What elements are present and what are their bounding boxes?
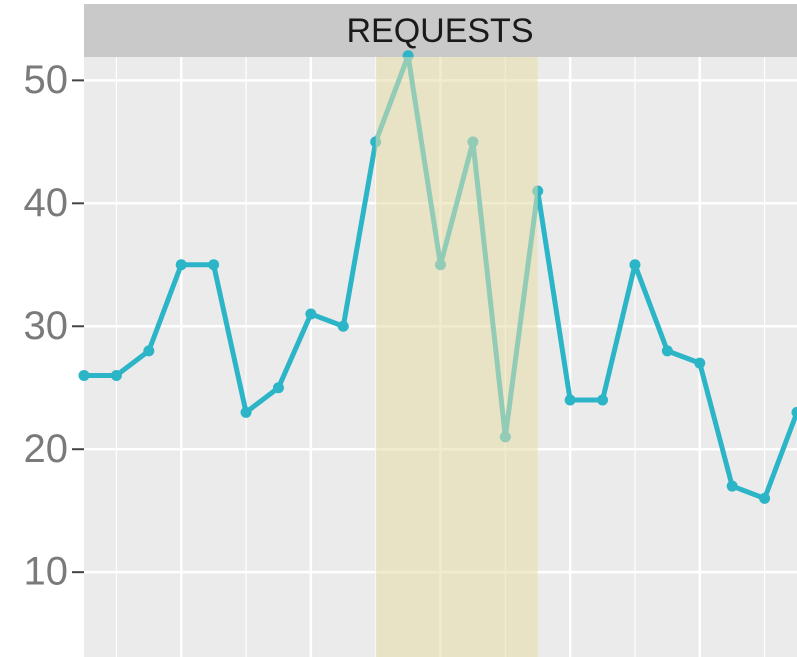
shaded-span (375, 57, 538, 657)
point (305, 308, 317, 320)
point (272, 382, 284, 394)
y-tick-label: 10 (24, 550, 69, 594)
point (78, 369, 90, 381)
y-tick-label: 20 (24, 427, 69, 471)
y-tick-label: 30 (24, 304, 69, 348)
point (337, 320, 349, 332)
point (597, 394, 609, 406)
point (694, 357, 706, 369)
y-tick-label: 50 (24, 58, 69, 102)
point (175, 259, 187, 271)
strip (84, 4, 797, 57)
point (726, 480, 738, 492)
point (110, 369, 122, 381)
point (791, 406, 797, 418)
point (143, 345, 155, 357)
point (564, 394, 576, 406)
point (240, 406, 252, 418)
point (208, 259, 220, 271)
y-tick-label: 40 (24, 181, 69, 225)
point (661, 345, 673, 357)
point (629, 259, 641, 271)
point (759, 492, 771, 504)
strip-title: REQUESTS (346, 12, 533, 50)
